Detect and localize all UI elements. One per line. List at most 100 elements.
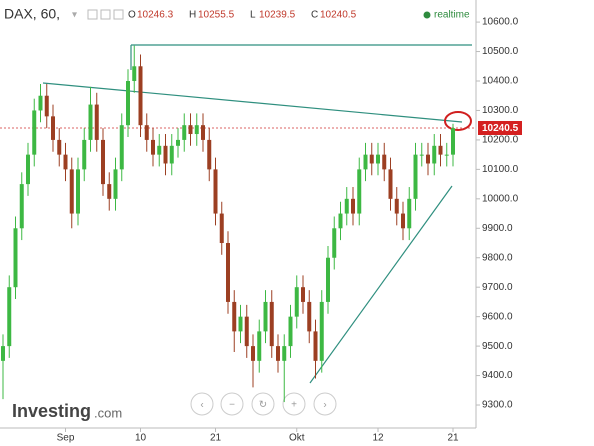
nav-buttons: ‹ − ↻ + › xyxy=(190,392,337,416)
candle-body xyxy=(226,243,230,302)
candle-body xyxy=(51,116,55,140)
realtime-badge: realtime xyxy=(434,10,470,21)
quote-value: 10246.3 xyxy=(137,10,174,21)
status-dot xyxy=(423,11,431,19)
icon[interactable] xyxy=(113,9,124,20)
highlight-ellipse xyxy=(444,111,472,131)
candle-body xyxy=(319,301,324,361)
dropdown-icon[interactable]: ▾ xyxy=(72,10,77,21)
nav-icon: − xyxy=(229,400,235,411)
trend-lines xyxy=(42,44,472,384)
logo-suffix: .com xyxy=(94,405,122,420)
candle-body xyxy=(94,104,99,140)
candle-body xyxy=(57,139,62,155)
nav-button[interactable] xyxy=(313,392,337,416)
candle-body xyxy=(144,125,149,140)
nav-icon: + xyxy=(291,400,297,411)
candle-body xyxy=(63,154,68,170)
candle-body xyxy=(176,139,180,146)
x-tick-label: Sep xyxy=(57,433,75,444)
candle-body xyxy=(257,331,262,361)
nav-button[interactable] xyxy=(220,392,244,416)
candle-body xyxy=(276,346,280,361)
quote-label: H xyxy=(189,10,196,21)
candle-body xyxy=(44,95,49,117)
candle-body xyxy=(188,125,193,135)
candle-body xyxy=(432,145,437,164)
candle-body xyxy=(113,169,118,199)
candle-body xyxy=(357,169,362,214)
candle-body xyxy=(344,198,349,214)
candle-body xyxy=(69,169,74,214)
candle-body xyxy=(407,198,412,229)
nav-icon: ↻ xyxy=(259,400,267,411)
candle-body xyxy=(238,316,243,332)
candle-body xyxy=(251,346,255,361)
header: DAX, 60, ▾ O 10246.3 H 10255.5 L 10239.5 C 1024… xyxy=(4,6,470,22)
candle-body xyxy=(394,198,399,214)
candle-body xyxy=(301,287,305,302)
candle-body xyxy=(426,154,430,164)
candle-body xyxy=(263,301,268,332)
y-tick-label: 9500.0 xyxy=(482,341,513,352)
candle-body xyxy=(7,287,12,347)
x-tick-label: 10 xyxy=(135,433,147,444)
x-tick-label: 12 xyxy=(372,433,384,444)
candle-body xyxy=(376,154,380,164)
y-tick-label: 9600.0 xyxy=(482,311,513,322)
candle-body xyxy=(288,316,293,347)
quote: O 10246.3 H 10255.5 L 10239.5 C 10240.5 xyxy=(128,10,357,21)
candle-body xyxy=(76,169,80,214)
candle-body xyxy=(1,346,5,361)
candle-body xyxy=(194,125,199,135)
candle-body xyxy=(419,154,424,156)
candle-body xyxy=(182,125,187,140)
candle-body xyxy=(38,95,43,111)
nav-button[interactable] xyxy=(282,392,306,416)
candle-body xyxy=(388,169,393,199)
nav-button[interactable] xyxy=(251,392,275,416)
candle-body xyxy=(369,154,374,164)
nav-button[interactable] xyxy=(190,392,214,416)
price-tag xyxy=(478,120,522,135)
y-tick-label: 10500.0 xyxy=(482,46,519,57)
candle-body xyxy=(332,228,337,258)
y-tick-label: 10100.0 xyxy=(482,164,519,175)
icon[interactable] xyxy=(87,9,98,20)
candle-body xyxy=(338,213,343,229)
candle-body xyxy=(401,213,405,229)
candle-body xyxy=(207,139,212,170)
candle-body xyxy=(232,301,237,332)
candle-body xyxy=(138,66,143,126)
candle-body xyxy=(13,228,18,288)
candle-body xyxy=(19,184,24,229)
candle-body xyxy=(282,346,287,361)
candle-body xyxy=(119,125,124,170)
y-tick-label: 9900.0 xyxy=(482,223,513,234)
candle-body xyxy=(438,145,443,155)
candle-body xyxy=(107,184,112,199)
candle-body xyxy=(444,154,449,156)
candle-body xyxy=(351,198,355,214)
y-tick-label: 9700.0 xyxy=(482,282,513,293)
candle-body xyxy=(244,316,249,347)
candle-body xyxy=(101,139,105,185)
candle-body xyxy=(157,145,162,155)
candle-body xyxy=(201,125,205,140)
quote-label: O xyxy=(128,10,136,21)
y-tick-label: 9800.0 xyxy=(482,252,513,263)
y-tick-label: 10300.0 xyxy=(482,105,519,116)
nav-icon: ‹ xyxy=(200,400,203,411)
icon[interactable] xyxy=(100,9,111,20)
y-tick-label: 10000.0 xyxy=(482,193,519,204)
candle-body xyxy=(32,110,37,155)
x-tick-label: 21 xyxy=(447,433,459,444)
logo: Investing .com xyxy=(12,401,122,421)
quote-value: 10239.5 xyxy=(259,10,296,21)
quote-value: 10240.5 xyxy=(320,10,357,21)
y-tick-label: 10400.0 xyxy=(482,76,519,87)
candle-body xyxy=(382,154,387,170)
candle-body xyxy=(126,81,130,126)
